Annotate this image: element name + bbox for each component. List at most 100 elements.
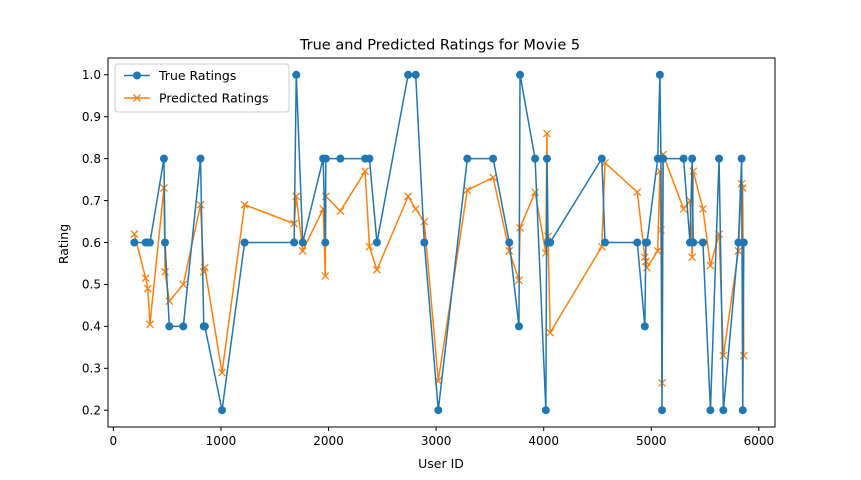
data-point — [141, 274, 150, 283]
data-point — [159, 154, 168, 163]
data-point — [196, 200, 205, 209]
data-point — [640, 322, 649, 331]
data-point — [737, 154, 746, 163]
data-point — [542, 129, 551, 138]
data-point — [738, 406, 747, 415]
data-point — [643, 263, 651, 272]
x-tick-label: 2000 — [313, 434, 344, 448]
legend-marker-predicted-ratings — [133, 94, 141, 102]
series-true-ratings — [130, 70, 748, 415]
data-point — [434, 406, 443, 415]
data-point — [489, 173, 498, 182]
data-point — [365, 242, 374, 251]
data-point — [165, 322, 174, 331]
x-tick-label: 1000 — [206, 434, 237, 448]
data-point — [655, 70, 664, 79]
data-point — [298, 238, 307, 247]
data-point — [633, 238, 642, 247]
data-point — [734, 246, 743, 255]
data-point — [688, 253, 697, 262]
x-axis-label: User ID — [418, 456, 464, 471]
data-point — [290, 238, 299, 247]
data-point — [689, 238, 698, 247]
data-point — [411, 204, 420, 213]
data-point — [601, 238, 610, 247]
y-tick-label: 1.0 — [82, 68, 101, 82]
data-point — [463, 154, 472, 163]
chart-title: True and Predicted Ratings for Movie 5 — [299, 38, 580, 54]
y-axis-label: Rating — [56, 224, 71, 264]
data-point — [365, 154, 374, 163]
legend: True Ratings Predicted Ratings — [114, 63, 290, 113]
plot-frame — [107, 57, 776, 428]
data-point — [240, 238, 249, 247]
y-tick-label: 0.8 — [82, 152, 101, 166]
legend-marker-true-ratings — [133, 71, 141, 80]
data-point — [463, 186, 472, 195]
data-point — [145, 238, 154, 247]
data-point — [719, 406, 728, 415]
data-point — [292, 70, 301, 79]
data-point — [739, 238, 748, 247]
data-point — [196, 154, 205, 163]
data-point — [372, 238, 381, 247]
data-point — [689, 167, 698, 176]
x-tick-label: 3000 — [421, 434, 452, 448]
data-point — [698, 204, 707, 213]
data-point — [679, 204, 688, 213]
data-point — [218, 406, 227, 415]
data-point — [505, 238, 514, 247]
data-point — [240, 200, 249, 209]
data-point — [505, 246, 514, 255]
data-point — [336, 207, 345, 216]
axis-ticks: 0 1000 2000 3000 4000 5000 6000 0.2 0.3 0.4 0.5 0.6… — [82, 68, 774, 448]
data-point — [179, 322, 188, 331]
legend-label-predicted-ratings: Predicted Ratings — [159, 91, 268, 106]
data-point — [130, 238, 139, 247]
data-point — [653, 246, 662, 255]
data-point — [541, 406, 550, 415]
y-tick-label: 0.5 — [82, 278, 101, 292]
data-point — [161, 238, 170, 247]
data-point — [404, 192, 413, 201]
data-point — [218, 368, 226, 377]
data-point — [489, 154, 498, 163]
data-point — [658, 406, 667, 415]
y-tick-label: 0.9 — [82, 110, 101, 124]
y-tick-label: 0.7 — [82, 194, 101, 208]
data-point — [179, 280, 188, 289]
data-point — [514, 322, 523, 331]
data-point — [698, 238, 707, 247]
data-point — [655, 167, 664, 176]
x-tick-label: 5000 — [636, 434, 667, 448]
data-point — [165, 297, 174, 306]
data-point — [336, 154, 345, 163]
data-point — [361, 167, 370, 176]
data-point — [420, 238, 429, 247]
legend-box — [114, 63, 290, 113]
x-tick-label: 0 — [110, 434, 118, 448]
data-point — [688, 154, 697, 163]
x-tick-label: 4000 — [528, 434, 559, 448]
y-tick-label: 0.6 — [82, 236, 101, 250]
data-point — [706, 406, 715, 415]
data-point — [298, 246, 307, 255]
data-point — [516, 70, 525, 79]
data-point — [372, 265, 381, 274]
y-tick-label: 0.4 — [82, 320, 101, 334]
data-point — [145, 320, 154, 329]
data-point — [130, 230, 139, 239]
data-point — [531, 188, 540, 197]
data-point — [546, 238, 555, 247]
data-point — [143, 284, 152, 293]
data-point — [321, 238, 330, 247]
data-point — [659, 154, 668, 163]
series-layer — [130, 70, 748, 415]
y-tick-label: 0.3 — [82, 362, 101, 376]
data-point — [633, 188, 642, 197]
x-tick-label: 6000 — [744, 434, 775, 448]
data-point — [706, 261, 715, 270]
data-point — [404, 70, 413, 79]
